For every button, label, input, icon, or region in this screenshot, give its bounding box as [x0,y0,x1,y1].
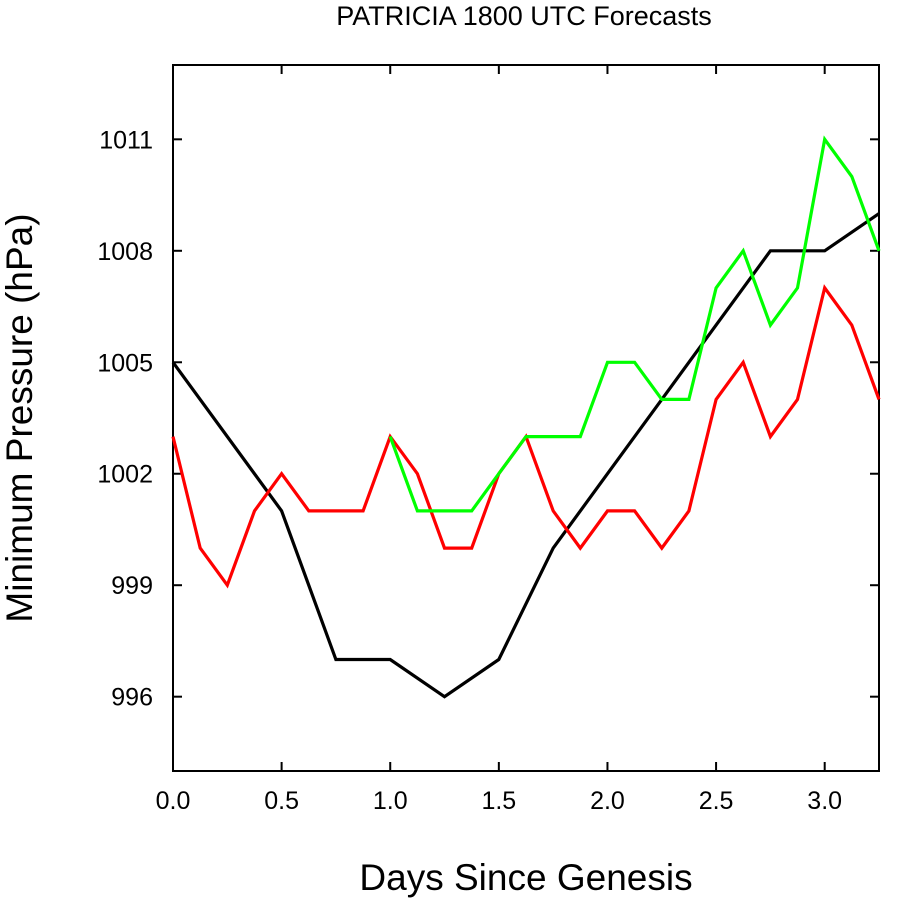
y-tick-label: 1002 [97,461,153,489]
plot-area: 0.0 0.5 1.0 1.5 2.0 2.5 3.0 996 999 1002 1005 1008 1… [97,64,881,815]
y-tick-label: 996 [111,684,153,712]
x-tick-label: 0.0 [156,787,191,815]
plot-frame [172,64,880,772]
y-axis-title: Minimum Pressure (hPa) [0,213,40,622]
x-tick-label: 2.0 [590,787,625,815]
y-tick-label: 1011 [99,126,153,154]
series-line-1 [171,212,880,699]
x-axis-title: Days Since Genesis [359,857,692,898]
x-tick-label: 2.5 [699,787,734,815]
y-tick-label: 1005 [97,349,153,377]
series-line-3 [388,135,881,513]
x-tick-label: 1.0 [373,787,408,815]
x-tick-label: 1.5 [481,787,516,815]
y-tick-label: 999 [111,572,153,600]
chart-title: PATRICIA 1800 UTC Forecasts [336,1,712,31]
x-tick-label: 3.0 [807,787,842,815]
x-tick-label: 0.5 [264,787,299,815]
y-tick-label: 1008 [97,238,153,266]
